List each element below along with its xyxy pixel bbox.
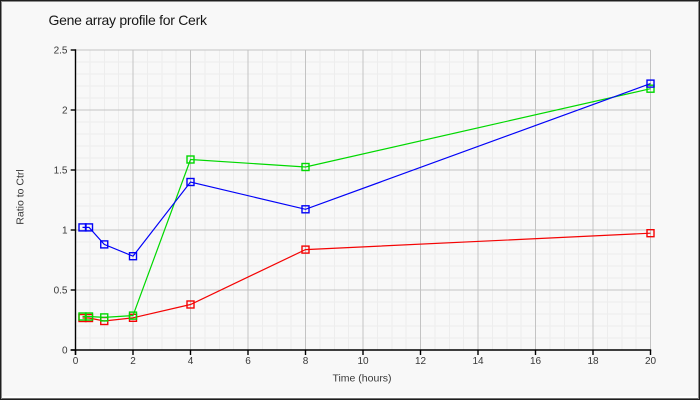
svg-text:Time (hours): Time (hours) xyxy=(332,373,391,385)
svg-text:12: 12 xyxy=(415,356,427,367)
svg-text:16: 16 xyxy=(530,356,542,367)
svg-text:14: 14 xyxy=(472,356,484,367)
svg-text:2: 2 xyxy=(62,105,68,116)
svg-text:1: 1 xyxy=(62,225,68,236)
svg-text:0.5: 0.5 xyxy=(54,285,68,296)
svg-text:2.5: 2.5 xyxy=(54,45,68,56)
svg-text:20: 20 xyxy=(645,356,657,367)
svg-text:Ratio to Ctrl: Ratio to Ctrl xyxy=(15,169,27,224)
svg-text:Gene array profile for Cerk: Gene array profile for Cerk xyxy=(49,12,208,28)
svg-text:8: 8 xyxy=(303,356,309,367)
svg-text:4: 4 xyxy=(188,356,194,367)
svg-text:0: 0 xyxy=(62,345,68,356)
svg-text:2: 2 xyxy=(130,356,136,367)
svg-text:10: 10 xyxy=(357,356,369,367)
svg-text:0: 0 xyxy=(73,356,79,367)
svg-text:1.5: 1.5 xyxy=(54,165,68,176)
svg-text:6: 6 xyxy=(245,356,251,367)
svg-text:18: 18 xyxy=(587,356,599,367)
